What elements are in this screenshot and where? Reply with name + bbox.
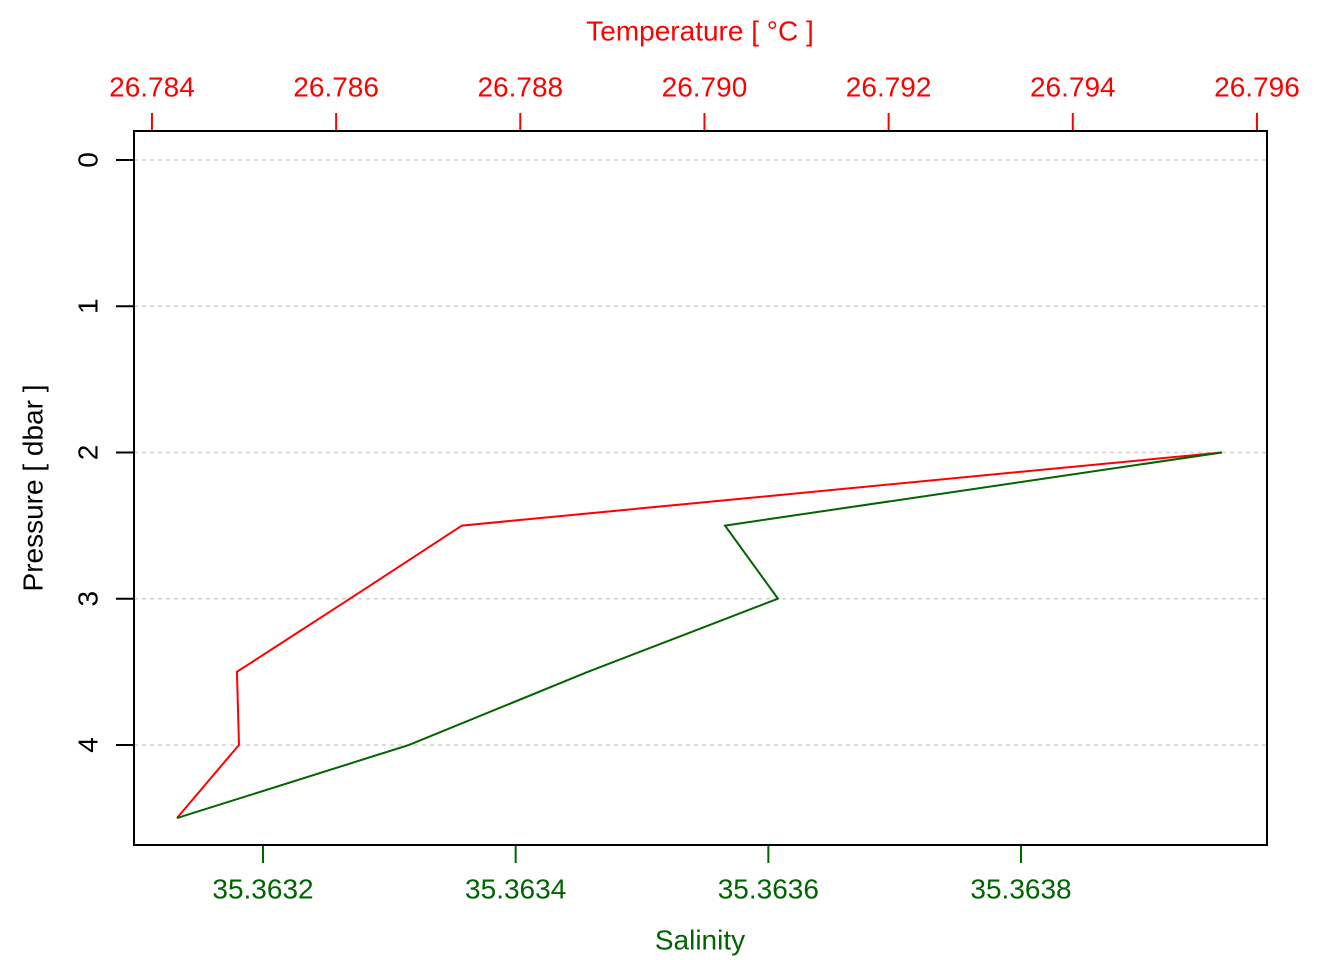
top-tick-label: 26.790: [662, 71, 748, 102]
top-tick-label: 26.788: [477, 71, 563, 102]
y-tick-label: 0: [72, 152, 103, 168]
y-tick-label: 1: [72, 298, 103, 314]
profile-line: [176, 451, 1223, 820]
top-tick-label: 26.792: [846, 71, 932, 102]
top-tick-label: 26.786: [293, 71, 379, 102]
top-axis-label: Temperature [ °C ]: [586, 15, 814, 46]
top-tick-label: 26.794: [1030, 71, 1116, 102]
top-tick-label: 26.796: [1214, 71, 1300, 102]
bottom-tick-label: 35.3632: [212, 873, 313, 904]
y-tick-label: 4: [72, 737, 103, 753]
y-tick-label: 2: [72, 445, 103, 461]
bottom-tick-label: 35.3634: [465, 873, 566, 904]
profile-line: [176, 451, 1222, 819]
bottom-tick-label: 35.3638: [970, 873, 1071, 904]
plot-frame: [133, 130, 1268, 846]
y-axis-label: Pressure [ dbar ]: [17, 385, 48, 592]
top-tick-label: 26.784: [109, 71, 195, 102]
bottom-tick-label: 35.3636: [718, 873, 819, 904]
y-tick-label: 3: [72, 591, 103, 607]
bottom-axis-label: Salinity: [655, 924, 745, 955]
